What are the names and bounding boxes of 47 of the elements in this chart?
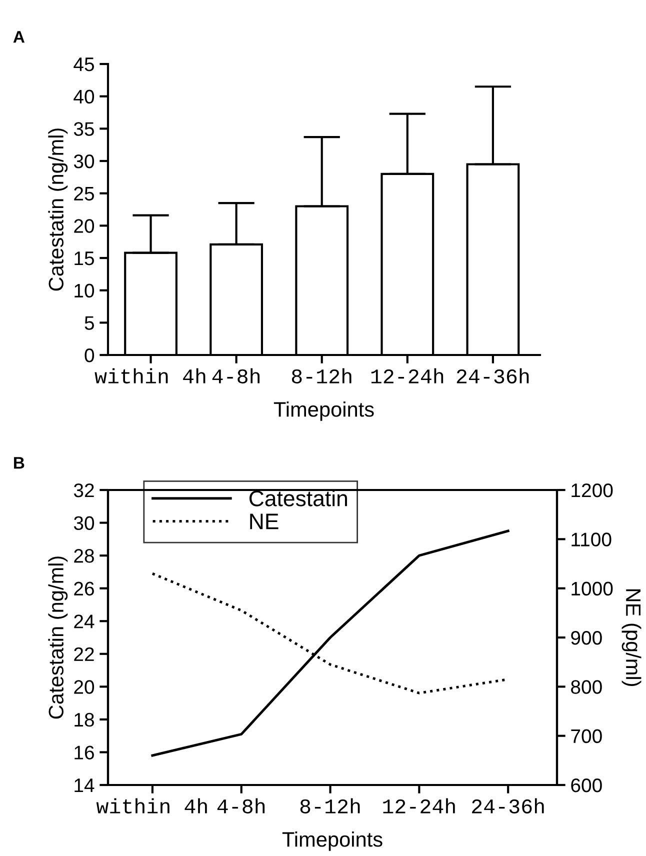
x-tick-label: 24-36h — [456, 368, 529, 384]
y-tick-label: 26 — [74, 582, 94, 596]
x-tick-label: within 4h — [94, 368, 206, 384]
x-axis-title: Timepoints — [282, 832, 382, 851]
y-tick-label: 15 — [74, 252, 94, 266]
y-tick-label: 22 — [74, 647, 94, 661]
y-tick-label: 14 — [74, 778, 94, 792]
y2-tick-label: 800 — [571, 680, 602, 694]
y-tick-label: 25 — [74, 186, 94, 201]
y-tick-label: 0 — [84, 348, 94, 362]
y-tick-label: 20 — [74, 219, 94, 233]
y-tick-label: 28 — [74, 549, 94, 563]
y2-tick-label: 700 — [571, 729, 602, 744]
y-tick-label: 5 — [84, 316, 94, 330]
y-tick-label: 45 — [74, 58, 94, 72]
x-tick-label: 4-8h — [212, 368, 260, 384]
chart-title: B — [14, 457, 24, 469]
y-axis-title: Catestatin (ng/ml) — [48, 556, 68, 719]
y2-tick-label: 1000 — [572, 582, 613, 596]
y2-tick-label: 1200 — [572, 483, 613, 498]
y-tick-label: 20 — [74, 680, 94, 694]
x-tick-label: 12-24h — [371, 368, 444, 384]
x-tick-label: 8-12h — [292, 368, 352, 384]
legend-label: Catestatin — [249, 490, 347, 506]
line-series — [151, 530, 510, 757]
y-tick-label: 30 — [74, 154, 94, 168]
x-tick-label: 8-12h — [300, 798, 360, 814]
y2-tick-label: 900 — [571, 630, 602, 645]
y2-tick-label: 600 — [571, 778, 602, 792]
y-tick-label: 18 — [74, 712, 94, 727]
legend-label: NE — [250, 514, 278, 530]
y-tick-label: 16 — [74, 746, 94, 760]
chart-title: A — [13, 31, 25, 43]
y-axis-title: Catestatin (ng/ml) — [48, 128, 68, 291]
y-tick-label: 10 — [74, 284, 94, 298]
y-tick-label: 24 — [74, 614, 94, 628]
y-tick-label: 35 — [74, 122, 94, 136]
x-tick-label: 4-8h — [217, 798, 265, 814]
x-tick-label: within 4h — [96, 798, 207, 814]
y2-axis-title: NE (pg/ml) — [622, 589, 642, 686]
y-tick-label: 32 — [74, 483, 94, 498]
x-tick-label: 24-36h — [472, 798, 544, 814]
x-tick-label: 12-24h — [383, 798, 455, 814]
y2-tick-label: 1100 — [572, 532, 612, 546]
y-tick-label: 30 — [74, 516, 94, 530]
y-tick-label: 40 — [74, 90, 94, 104]
x-axis-title: Timepoints — [274, 402, 374, 421]
